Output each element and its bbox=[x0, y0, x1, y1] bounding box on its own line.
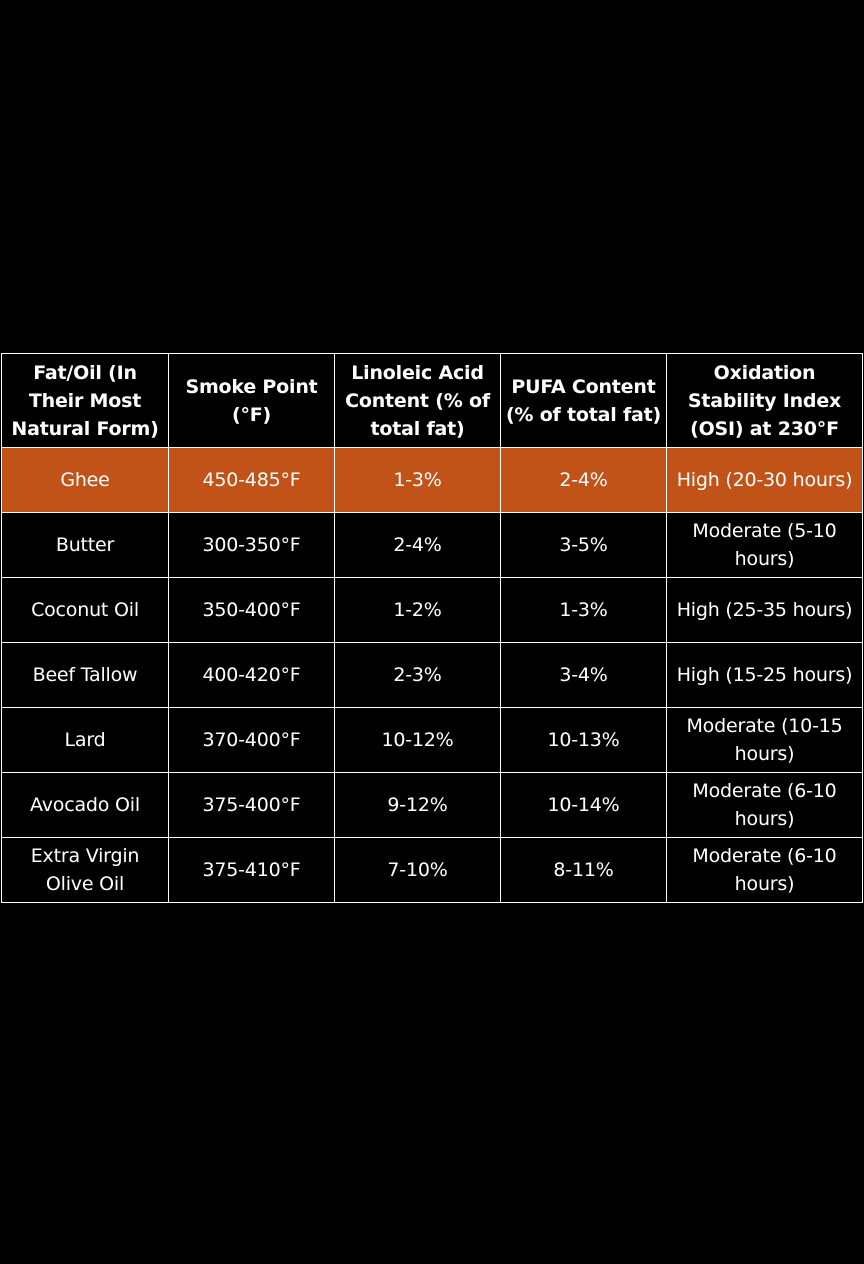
cell-linoleic-acid: 9-12% bbox=[334, 772, 501, 838]
cell-smoke-point: 300-350°F bbox=[168, 512, 335, 578]
cell-smoke-point: 400-420°F bbox=[168, 642, 335, 708]
table-row-lard: Lard 370-400°F 10-12% 10-13% Moderate (1… bbox=[1, 707, 863, 773]
table-row-butter: Butter 300-350°F 2-4% 3-5% Moderate (5-1… bbox=[1, 512, 863, 578]
header-linoleic-acid: Linoleic Acid Content (% of total fat) bbox=[334, 353, 501, 448]
cell-pufa: 3-5% bbox=[500, 512, 667, 578]
cell-osi: Moderate (6-10 hours) bbox=[666, 772, 863, 838]
cell-linoleic-acid: 10-12% bbox=[334, 707, 501, 773]
cell-smoke-point: 350-400°F bbox=[168, 577, 335, 643]
cell-smoke-point: 375-410°F bbox=[168, 837, 335, 903]
cell-name: Extra Virgin Olive Oil bbox=[1, 837, 169, 903]
cell-pufa: 8-11% bbox=[500, 837, 667, 903]
fat-oil-comparison-table: Fat/Oil (In Their Most Natural Form) Smo… bbox=[1, 353, 863, 903]
table-row-avocado-oil: Avocado Oil 375-400°F 9-12% 10-14% Moder… bbox=[1, 772, 863, 838]
cell-smoke-point: 450-485°F bbox=[168, 447, 335, 513]
cell-smoke-point: 370-400°F bbox=[168, 707, 335, 773]
cell-osi: Moderate (5-10 hours) bbox=[666, 512, 863, 578]
cell-osi: High (25-35 hours) bbox=[666, 577, 863, 643]
cell-linoleic-acid: 2-4% bbox=[334, 512, 501, 578]
table-row-extra-virgin-olive-oil: Extra Virgin Olive Oil 375-410°F 7-10% 8… bbox=[1, 837, 863, 903]
header-smoke-point: Smoke Point (°F) bbox=[168, 353, 335, 448]
table-header-row: Fat/Oil (In Their Most Natural Form) Smo… bbox=[1, 353, 863, 448]
header-pufa: PUFA Content (% of total fat) bbox=[500, 353, 667, 448]
cell-pufa: 10-14% bbox=[500, 772, 667, 838]
cell-osi: Moderate (6-10 hours) bbox=[666, 837, 863, 903]
table-row-beef-tallow: Beef Tallow 400-420°F 2-3% 3-4% High (15… bbox=[1, 642, 863, 708]
cell-pufa: 10-13% bbox=[500, 707, 667, 773]
cell-name: Avocado Oil bbox=[1, 772, 169, 838]
cell-pufa: 2-4% bbox=[500, 447, 667, 513]
cell-linoleic-acid: 1-3% bbox=[334, 447, 501, 513]
cell-linoleic-acid: 1-2% bbox=[334, 577, 501, 643]
cell-name: Ghee bbox=[1, 447, 169, 513]
header-osi: Oxidation Stability Index (OSI) at 230°F bbox=[666, 353, 863, 448]
cell-osi: High (20-30 hours) bbox=[666, 447, 863, 513]
cell-osi: Moderate (10-15 hours) bbox=[666, 707, 863, 773]
header-fat-oil: Fat/Oil (In Their Most Natural Form) bbox=[1, 353, 169, 448]
cell-name: Beef Tallow bbox=[1, 642, 169, 708]
cell-pufa: 1-3% bbox=[500, 577, 667, 643]
cell-linoleic-acid: 2-3% bbox=[334, 642, 501, 708]
cell-pufa: 3-4% bbox=[500, 642, 667, 708]
table-row-ghee: Ghee 450-485°F 1-3% 2-4% High (20-30 hou… bbox=[1, 447, 863, 513]
cell-linoleic-acid: 7-10% bbox=[334, 837, 501, 903]
cell-osi: High (15-25 hours) bbox=[666, 642, 863, 708]
cell-name: Butter bbox=[1, 512, 169, 578]
table-row-coconut-oil: Coconut Oil 350-400°F 1-2% 1-3% High (25… bbox=[1, 577, 863, 643]
cell-name: Coconut Oil bbox=[1, 577, 169, 643]
cell-name: Lard bbox=[1, 707, 169, 773]
cell-smoke-point: 375-400°F bbox=[168, 772, 335, 838]
